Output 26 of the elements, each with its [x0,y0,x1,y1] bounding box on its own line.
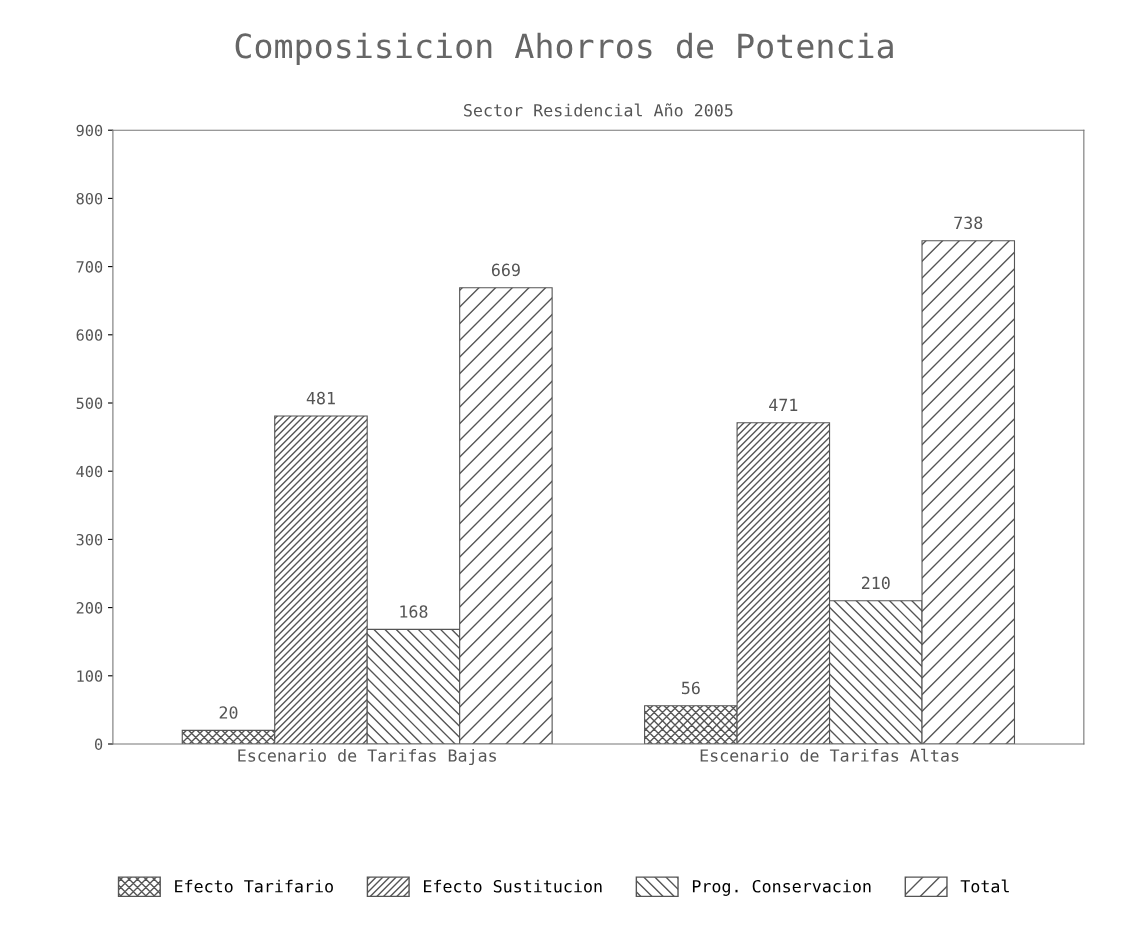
data-label: 669 [491,263,520,277]
y-tick-label: 800 [76,192,103,205]
y-tick-label: 300 [76,533,103,546]
data-label: 210 [861,576,890,590]
y-tick-label: 0 [94,738,103,751]
legend-label: Efecto Sustitucion [424,879,602,893]
legend-label: Total [960,879,1009,893]
chart-subtitle: Sector Residencial Año 2005 [464,103,733,117]
x-tick-label: Escenario de Tarifas Altas [700,748,959,762]
x-tick-label: Escenario de Tarifas Bajas [238,748,496,766]
y-tick-label: 100 [77,670,103,682]
data-label: 471 [769,398,798,411]
legend-label: Efecto Tarifario [175,879,333,893]
y-tick-label: 600 [76,329,103,341]
data-label: 481 [306,391,335,405]
y-tick-label: 200 [76,602,103,614]
legend-label: Prog. Conservacion [692,879,871,896]
y-tick-label: 500 [76,397,103,410]
data-label: 56 [681,681,700,695]
data-label: 168 [400,605,428,618]
data-label: 20 [219,706,238,719]
y-tick-label: 700 [76,261,103,273]
data-label: 738 [954,216,983,230]
y-tick-label: 900 [76,124,103,137]
chart-title: Composisicion Ahorros de Potencia [235,32,893,65]
y-tick-label: 400 [76,465,103,478]
